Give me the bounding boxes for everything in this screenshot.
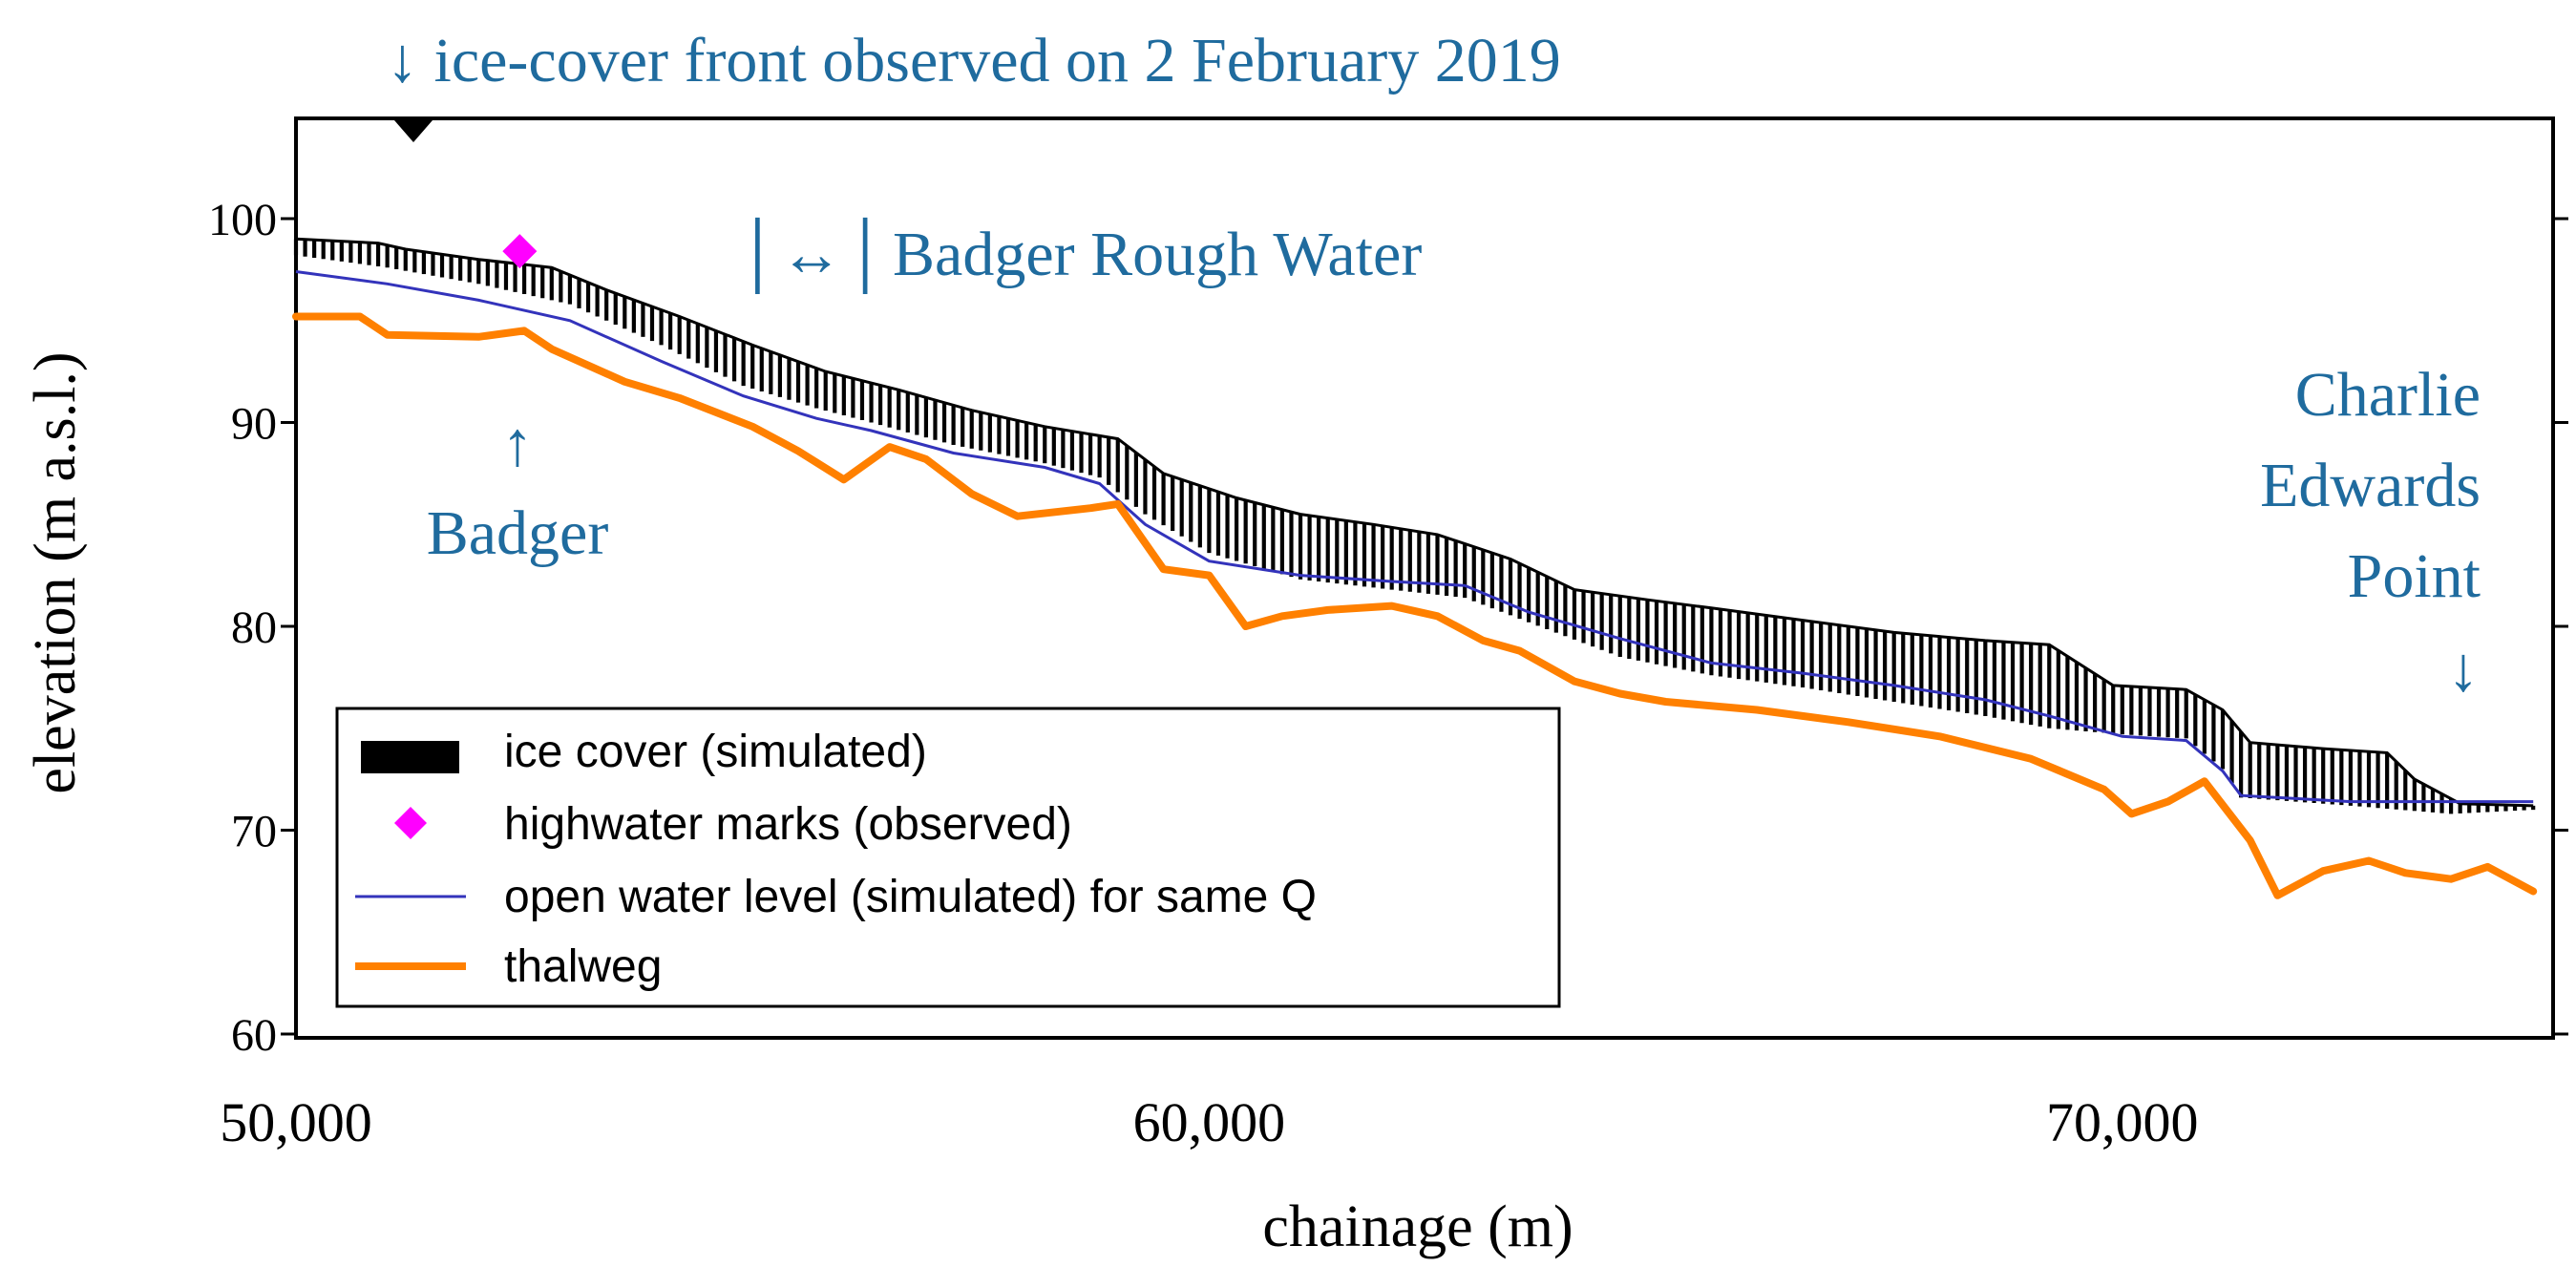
ice-cover-series: [293, 239, 2536, 814]
rough-water-label: Badger Rough Water: [893, 220, 1422, 289]
thalweg-line: [292, 312, 2538, 899]
x-tick-label: 70,000: [2046, 1091, 2199, 1153]
x-tick-label: 60,000: [1133, 1091, 1286, 1153]
rough-water-marker: │↔│: [735, 217, 888, 295]
axis-ticks: 60 70 80 90 100 50,000 60,000 70,000: [208, 195, 2568, 1153]
legend: ice cover (simulated) highwater marks (o…: [335, 707, 1561, 1008]
legend-openwater-label: open water level (simulated) for same Q: [504, 872, 1317, 922]
ice-front-annotation: ↓ ice-cover front observed on 2 February…: [387, 26, 1561, 95]
legend-ice-label: ice cover (simulated): [504, 727, 927, 777]
badger-arrow: ↑: [502, 410, 534, 479]
legend-ice-swatch: [361, 741, 459, 773]
y-tick-label: 60: [231, 1010, 277, 1061]
legend-highwater-label: highwater marks (observed): [504, 799, 1072, 850]
y-axis-label: elevation (m a.s.l.): [23, 351, 88, 793]
highwater-marks: [502, 234, 538, 269]
ice-cover-top-line: [295, 237, 2534, 808]
y-tick-label: 100: [208, 195, 277, 245]
y-tick-label: 80: [231, 602, 277, 653]
y-tick-label: 90: [231, 399, 277, 450]
x-tick-label: 50,000: [220, 1091, 372, 1153]
charlie-arrow: ↓: [2448, 635, 2480, 705]
x-axis-label: chainage (m): [1262, 1194, 1573, 1259]
legend-highwater-swatch: [394, 807, 427, 839]
charlie-label-line1: Charlie: [2295, 360, 2481, 430]
highwater-mark: [502, 234, 538, 269]
charlie-label-line3: Point: [2348, 541, 2481, 611]
ice-front-marker: [394, 120, 433, 142]
open-water-line: [295, 270, 2534, 804]
lines-layer: [292, 237, 2538, 899]
charlie-label-line2: Edwards: [2260, 451, 2481, 520]
badger-label: Badger: [427, 498, 609, 568]
y-tick-label: 70: [231, 807, 277, 857]
legend-box: [335, 707, 1561, 1008]
legend-thalweg-label: thalweg: [504, 941, 662, 992]
